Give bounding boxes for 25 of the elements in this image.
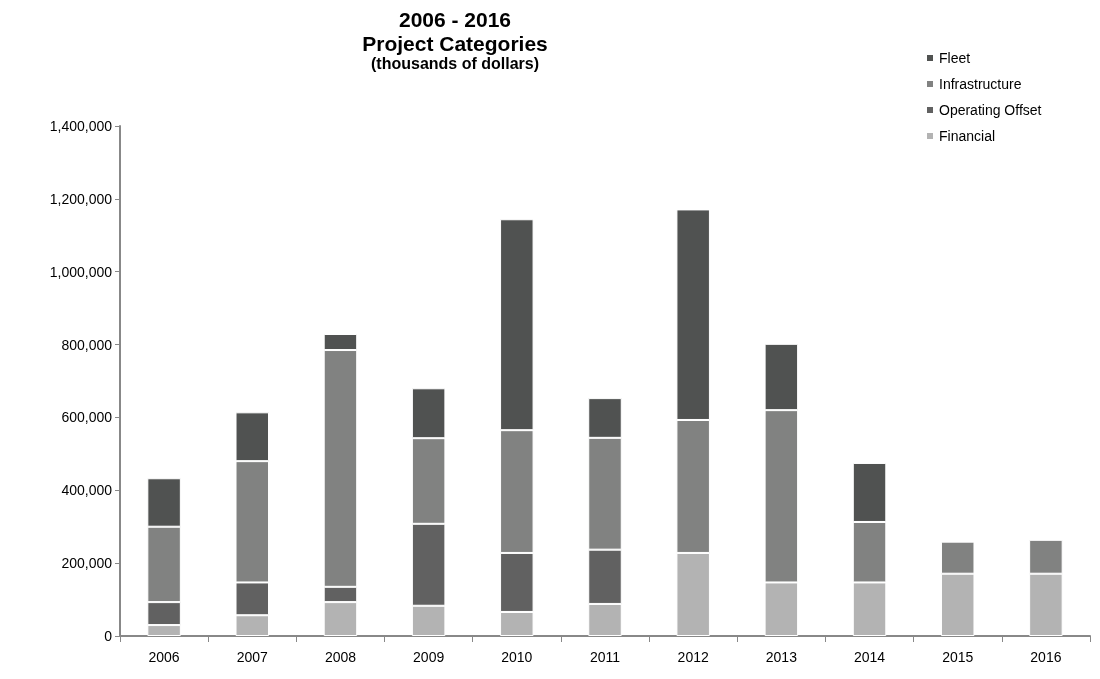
y-tick-label: 400,000 [61, 482, 113, 499]
x-tick-label: 2010 [501, 649, 533, 665]
x-tick-label: 2006 [148, 649, 180, 665]
x-tick-label: 2015 [942, 649, 974, 665]
x-tick-label: 2012 [677, 649, 709, 665]
y-tick-label: 1,200,000 [49, 190, 113, 207]
x-tick-label: 2016 [1030, 649, 1062, 665]
legend-label: Infrastructure [939, 76, 1022, 92]
x-tick-label: 2007 [236, 649, 269, 665]
chart-title: 2006 - 2016 Project Categories [362, 7, 548, 55]
y-tick-label: 0 [104, 628, 113, 644]
legend-label: Fleet [939, 50, 971, 66]
legend-label: Financial [939, 128, 996, 144]
y-tick-label: 200,000 [61, 555, 113, 572]
x-tick-label: 2014 [853, 649, 886, 665]
y-tick-label: 800,000 [61, 336, 113, 353]
y-tick-label: 600,000 [61, 409, 113, 426]
x-tick-label: 2008 [324, 649, 357, 665]
chart-subtitle: (thousands of dollars) [371, 54, 539, 72]
x-tick-label: 2011 [589, 649, 621, 665]
y-tick-label: 1,400,000 [49, 118, 113, 134]
x-tick-label: 2009 [413, 649, 445, 665]
y-tick-label: 1,000,000 [49, 263, 113, 280]
x-tick-label: 2013 [765, 649, 798, 665]
legend-label: Operating Offset [939, 102, 1042, 118]
